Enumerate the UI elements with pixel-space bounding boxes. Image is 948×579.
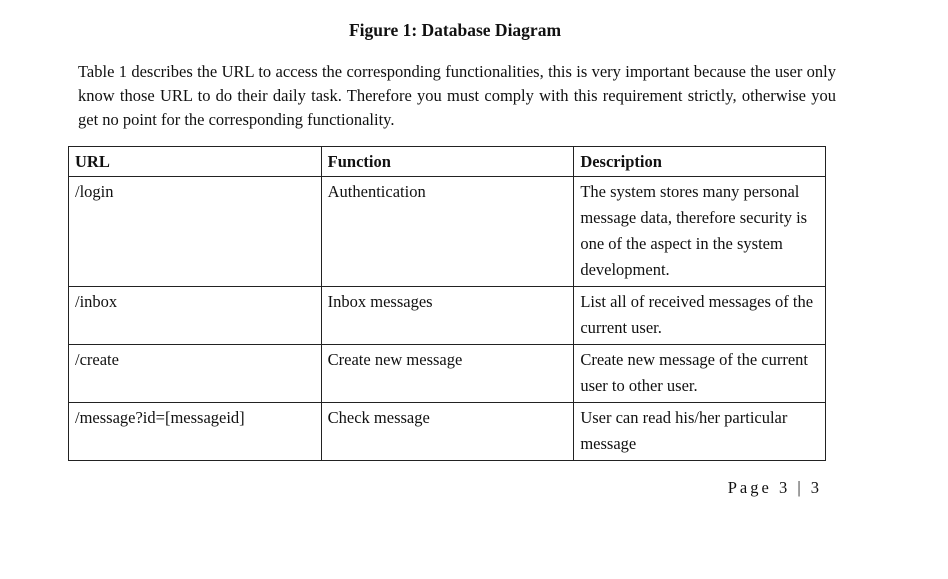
- cell-description: User can read his/her particular message: [573, 402, 826, 461]
- cell-description: List all of received messages of the cur…: [573, 286, 826, 345]
- table-row: /message?id=[messageid] Check message Us…: [68, 402, 826, 461]
- cell-function: Check message: [320, 402, 575, 461]
- cell-function: Authentication: [320, 176, 575, 287]
- header-url: URL: [68, 146, 322, 177]
- table-row: /create Create new message Create new me…: [68, 344, 826, 403]
- header-description: Description: [573, 146, 826, 177]
- cell-url: /login: [68, 176, 322, 287]
- page-number-label: Page: [727, 478, 772, 497]
- page-number: Page 3 | 3: [728, 478, 822, 498]
- cell-description: The system stores many personal message …: [573, 176, 826, 287]
- table-row: /login Authentication The system stores …: [68, 176, 826, 287]
- cell-function: Inbox messages: [320, 286, 575, 345]
- cell-function: Create new message: [320, 344, 575, 403]
- cell-description: Create new message of the current user t…: [573, 344, 826, 403]
- url-table: URL Function Description /login Authenti…: [68, 146, 826, 461]
- page-number-value: 3 | 3: [778, 478, 822, 497]
- cell-url: /create: [68, 344, 322, 403]
- table-row: /inbox Inbox messages List all of receiv…: [68, 286, 826, 345]
- header-function: Function: [320, 146, 575, 177]
- table-header-row: URL Function Description: [68, 146, 826, 177]
- cell-url: /message?id=[messageid]: [68, 402, 322, 461]
- cell-url: /inbox: [68, 286, 322, 345]
- intro-paragraph: Table 1 describes the URL to access the …: [78, 62, 836, 129]
- figure-caption: Figure 1: Database Diagram: [348, 20, 562, 40]
